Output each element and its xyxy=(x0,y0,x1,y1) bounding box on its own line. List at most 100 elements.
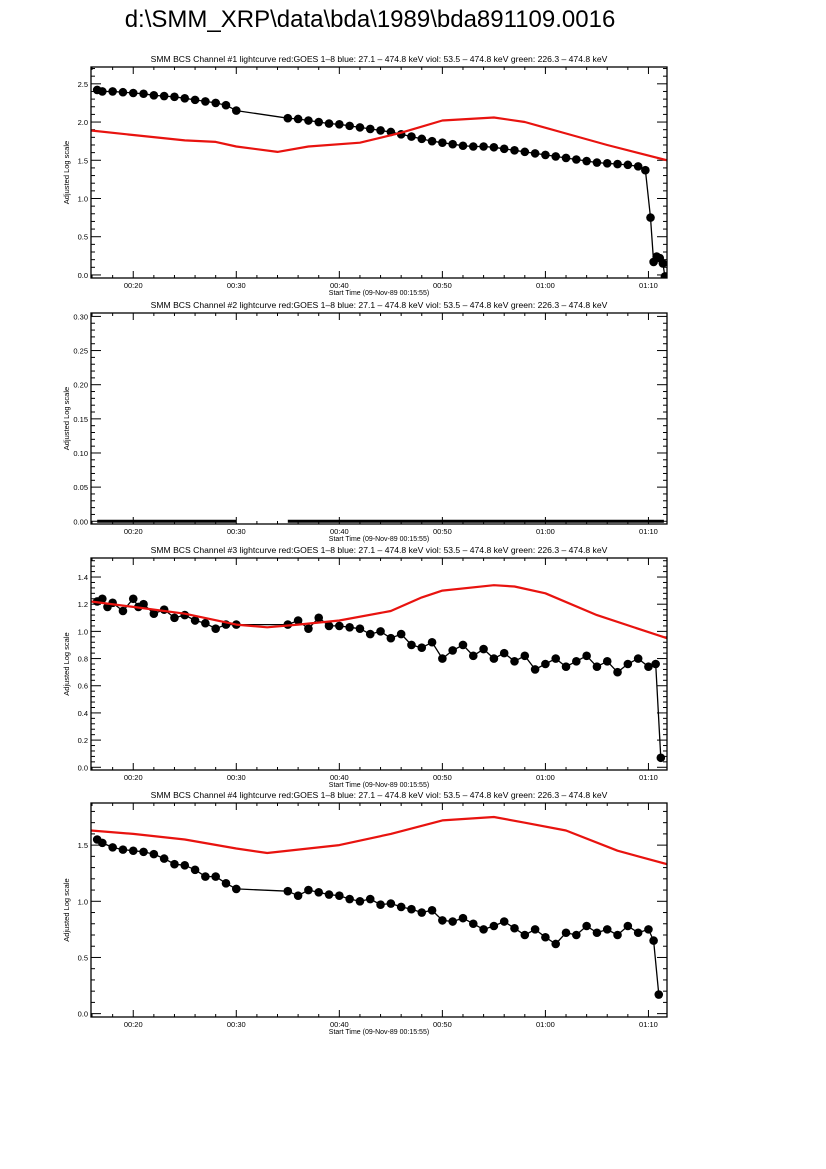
data-point xyxy=(602,925,612,934)
y-tick-label: 0.4 xyxy=(78,709,88,718)
data-point xyxy=(335,621,344,631)
data-point xyxy=(139,847,148,857)
data-point xyxy=(644,925,653,934)
data-point xyxy=(128,594,138,604)
data-point xyxy=(314,117,324,127)
data-point xyxy=(211,98,220,108)
data-point xyxy=(520,930,530,940)
x-axis-label: Start Time (09-Nov-89 00:15:55) xyxy=(329,536,429,543)
data-point xyxy=(448,139,457,149)
x-axis-label: Start Time (09-Nov-89 00:15:55) xyxy=(329,290,429,297)
x-tick-label: 00:40 xyxy=(330,281,349,290)
data-point xyxy=(654,990,664,999)
data-point xyxy=(345,623,354,632)
x-tick-label: 00:40 xyxy=(330,1020,349,1029)
chart-title: SMM BCS Channel #1 lightcurve red:GOES 1… xyxy=(151,54,608,64)
data-point xyxy=(293,891,303,900)
data-point xyxy=(613,930,622,940)
y-tick-label: 1.5 xyxy=(78,841,88,850)
chart-title: SMM BCS Channel #3 lightcurve red:GOES 1… xyxy=(151,545,608,555)
x-axis-label: Start Time (09-Nov-89 00:15:55) xyxy=(329,1029,429,1036)
data-point xyxy=(602,656,612,666)
data-point xyxy=(592,158,602,167)
data-point xyxy=(407,132,416,141)
data-point xyxy=(489,142,499,152)
data-point xyxy=(623,160,633,170)
data-point xyxy=(149,849,159,859)
data-point xyxy=(651,659,660,669)
y-tick-label: 1.2 xyxy=(78,600,88,609)
data-point xyxy=(649,936,658,945)
x-tick-label: 00:20 xyxy=(124,773,143,782)
data-point xyxy=(128,88,138,98)
data-point xyxy=(417,908,427,917)
data-point xyxy=(427,637,437,647)
data-point xyxy=(656,753,666,763)
data-point xyxy=(468,919,478,929)
data-point xyxy=(551,939,561,949)
x-tick-label: 01:10 xyxy=(639,281,658,290)
chart-panel-1: SMM BCS Channel #1 lightcurve red:GOES 1… xyxy=(62,54,668,297)
data-point xyxy=(293,616,303,625)
data-point xyxy=(499,144,509,154)
x-tick-label: 00:50 xyxy=(433,1020,452,1029)
plot-frame xyxy=(90,66,668,279)
data-point xyxy=(551,654,561,663)
data-point xyxy=(149,609,159,619)
y-tick-label: 0.25 xyxy=(73,347,88,356)
y-tick-label: 1.0 xyxy=(78,194,88,203)
data-point xyxy=(633,162,643,171)
data-point xyxy=(139,89,148,99)
data-point xyxy=(324,621,334,631)
data-point xyxy=(592,928,602,938)
y-axis-label: Adjusted Log scale xyxy=(62,387,71,450)
y-tick-label: 0.05 xyxy=(73,483,88,492)
data-point xyxy=(180,94,190,103)
plot-area xyxy=(91,584,667,763)
data-point xyxy=(108,843,117,852)
data-point xyxy=(561,662,571,672)
data-point xyxy=(613,159,622,169)
data-point xyxy=(541,150,550,160)
data-point xyxy=(427,905,437,915)
x-tick-label: 01:10 xyxy=(639,1020,658,1029)
y-tick-label: 0.0 xyxy=(78,1010,88,1019)
data-point xyxy=(644,662,653,672)
data-point xyxy=(335,120,344,129)
x-tick-label: 00:20 xyxy=(124,1020,143,1029)
data-point xyxy=(118,87,128,97)
data-point xyxy=(159,854,169,863)
data-point xyxy=(190,616,200,625)
data-point xyxy=(149,90,159,100)
data-point xyxy=(211,624,220,633)
data-point xyxy=(365,894,375,904)
data-point xyxy=(438,916,447,925)
x-tick-label: 01:10 xyxy=(639,527,658,536)
data-point xyxy=(582,651,591,661)
data-point xyxy=(396,902,406,912)
data-point xyxy=(438,138,447,147)
data-point xyxy=(304,624,313,633)
y-axis-label: Adjusted Log scale xyxy=(62,141,71,204)
data-point xyxy=(448,646,457,655)
y-tick-label: 1.5 xyxy=(78,156,88,165)
data-point xyxy=(355,896,365,906)
data-point xyxy=(613,667,622,677)
data-point xyxy=(510,146,519,155)
x-tick-label: 01:00 xyxy=(536,773,555,782)
plot-frame xyxy=(90,557,668,771)
data-point xyxy=(530,665,540,674)
y-tick-label: 0.6 xyxy=(78,682,88,691)
data-point xyxy=(417,643,427,652)
y-tick-label: 0.00 xyxy=(73,517,88,526)
data-point xyxy=(314,888,324,897)
plot-frame xyxy=(90,312,668,525)
data-point xyxy=(304,116,313,125)
data-point xyxy=(231,106,241,115)
y-tick-label: 0.20 xyxy=(73,381,88,390)
y-tick-label: 0.2 xyxy=(78,736,88,745)
data-point xyxy=(479,925,488,934)
x-tick-label: 01:00 xyxy=(536,1020,555,1029)
data-point xyxy=(201,872,210,881)
data-point xyxy=(646,213,655,222)
